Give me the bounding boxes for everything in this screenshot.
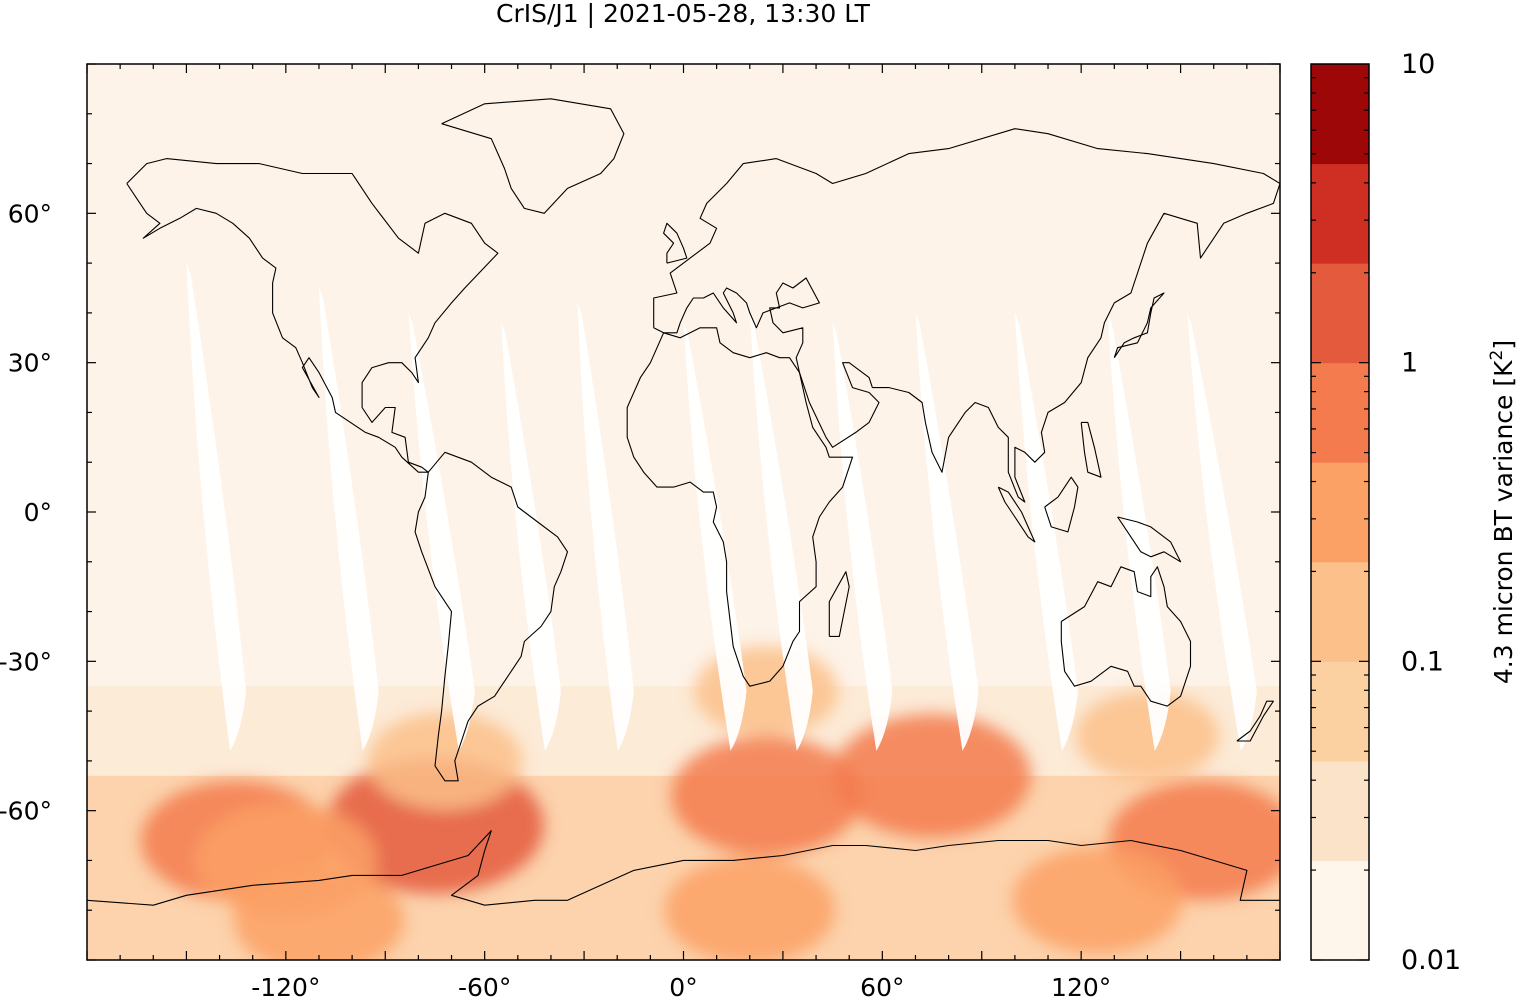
- x-tick-label: 120°: [1051, 973, 1111, 1002]
- colorbar-ticks: [1311, 77, 1369, 961]
- colorbar-segment: [1311, 760, 1369, 861]
- coast-indochina-islands: [1080, 421, 1102, 478]
- x-tick-label: 0°: [669, 973, 697, 1002]
- coast-uk: [663, 222, 688, 264]
- x-tick-label: -60°: [458, 973, 511, 1002]
- coast-japan: [1113, 292, 1165, 359]
- swath-gap: [1187, 312, 1257, 751]
- colorbar-tick-label: 0.01: [1401, 945, 1461, 976]
- colorbar-segment: [1311, 263, 1369, 364]
- colorbar: [1311, 64, 1369, 961]
- colorbar-segment: [1311, 561, 1369, 662]
- colorbar-segment: [1311, 163, 1369, 264]
- hotspot: [1075, 691, 1220, 781]
- hotspot: [694, 646, 839, 737]
- swath-gap: [832, 322, 893, 751]
- hotspot: [664, 856, 836, 960]
- colorbar-frame: [1310, 63, 1370, 961]
- swath-gap: [683, 322, 747, 751]
- y-tick-label: -60°: [0, 797, 52, 826]
- swath-gap: [408, 312, 475, 751]
- swath-gap: [186, 263, 247, 751]
- y-tick-label: 60°: [8, 199, 52, 228]
- swath-gap: [1014, 312, 1078, 751]
- coast-sumatra: [997, 486, 1036, 543]
- y-tick-label: 0°: [24, 498, 52, 527]
- map-area: [87, 64, 1280, 960]
- coast-borneo: [1044, 476, 1079, 533]
- coast-north-america: [126, 158, 499, 473]
- coast-new-zealand: [1236, 700, 1274, 742]
- coast-new-guinea: [1117, 516, 1182, 563]
- colorbar-segment: [1311, 661, 1369, 762]
- coast-australia: [1060, 566, 1192, 707]
- hotspot: [367, 712, 523, 810]
- colorbar-segment: [1311, 362, 1369, 463]
- x-tick-label: 60°: [860, 973, 904, 1002]
- coastlines: [87, 98, 1280, 906]
- colorbar-segment: [1311, 462, 1369, 563]
- colorbar-tick-label: 10: [1401, 49, 1435, 80]
- hotspot: [233, 866, 405, 960]
- hotspot: [671, 736, 862, 856]
- colorbar-tick-label: 0.1: [1401, 646, 1444, 677]
- colorbar-segment: [1311, 860, 1369, 961]
- swath-gap: [1107, 312, 1171, 751]
- coast-eurasia: [653, 128, 1280, 503]
- coast-africa: [626, 327, 854, 687]
- coast-madagascar: [828, 571, 850, 637]
- colorbar-tick-label: 1: [1401, 348, 1418, 379]
- colorbar-tick-labels: 10 1 0.1 0.01: [1401, 49, 1461, 976]
- chart-title: CrIS/J1 | 2021-05-28, 13:30 LT: [496, 0, 871, 28]
- y-tick-label: 30°: [8, 349, 52, 378]
- swath-gap: [501, 322, 561, 751]
- swath-gap: [577, 302, 634, 751]
- swath-gap: [749, 312, 813, 751]
- coast-south-america: [414, 451, 569, 782]
- hotspot: [1012, 846, 1184, 954]
- axis-ticks: [86, 63, 1281, 961]
- swath-gap: [915, 312, 979, 751]
- colorbar-label: 4.3 micron BT variance [K2]: [1487, 340, 1518, 684]
- coast-antarctica: [87, 830, 1280, 906]
- x-tick-label: -120°: [251, 973, 320, 1002]
- hotspot: [833, 714, 1031, 838]
- axis-labels: -120° -60° 0° 60° 120° 60° 30° 0° -30° -60°: [0, 199, 1111, 1002]
- coast-greenland: [441, 98, 625, 214]
- y-tick-label: -30°: [0, 647, 52, 676]
- colorbar-segment: [1311, 64, 1369, 165]
